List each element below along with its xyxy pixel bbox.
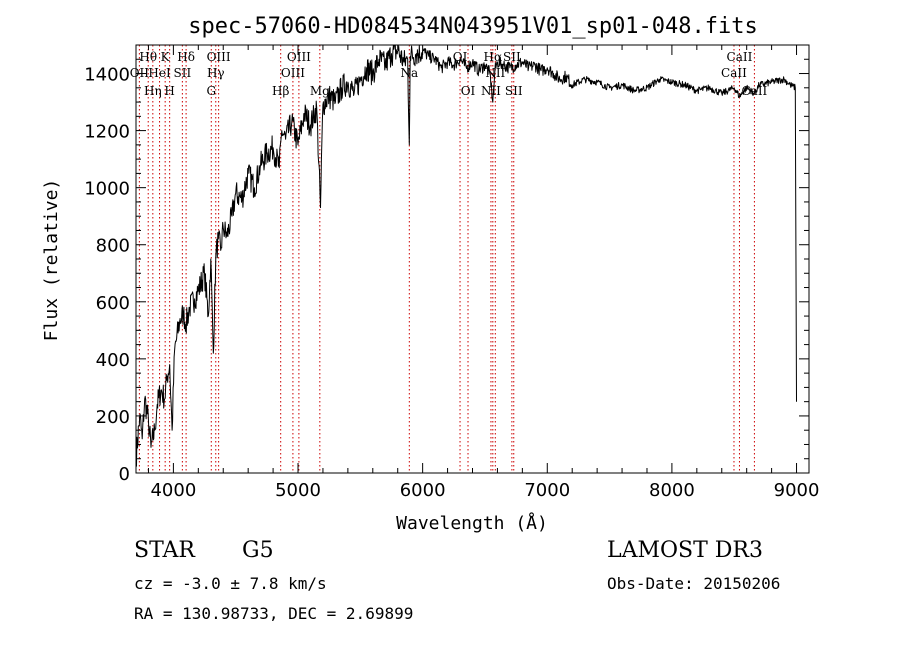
line-label-17: OI <box>461 84 476 98</box>
x-tick-label: 5000 <box>275 480 321 501</box>
x-tick-label: 4000 <box>150 480 196 501</box>
line-label-0: OII <box>130 66 150 80</box>
observation-date: Obs-Date: 20150206 <box>607 574 781 593</box>
line-label-14: Mg <box>310 84 330 98</box>
y-tick-label: 0 <box>119 464 130 485</box>
line-label-3: HeI <box>148 66 171 80</box>
line-label-23: CaII <box>721 66 747 80</box>
x-tick-label: 6000 <box>400 480 446 501</box>
object-class: STAR <box>134 538 195 563</box>
line-label-2: Hη <box>144 84 162 98</box>
spectral-line-markers <box>138 45 755 473</box>
line-label-11: Hβ <box>272 84 289 98</box>
line-label-7: Hδ <box>177 50 195 64</box>
line-label-21: SII <box>503 50 521 64</box>
y-tick-label: 400 <box>96 350 130 371</box>
line-label-19: Hα <box>484 50 503 64</box>
y-tick-label: 200 <box>96 407 130 428</box>
line-label-5: H <box>164 84 174 98</box>
line-label-6: SII <box>174 66 192 80</box>
y-axis-label: Flux (relative) <box>41 179 62 342</box>
line-label-10: OIII <box>207 50 231 64</box>
y-tick-label: 1200 <box>84 122 130 143</box>
x-tick-label: 8000 <box>649 480 695 501</box>
line-label-22: SII <box>505 84 523 98</box>
line-label-4: K <box>161 50 171 64</box>
x-tick-label: 9000 <box>774 480 820 501</box>
y-tick-label: 800 <box>96 236 130 257</box>
y-axis-ticks: 0 200 400 600 800 1000 1200 1400 <box>84 44 809 485</box>
line-label-1: Hθ <box>139 50 157 64</box>
plot-frame <box>135 44 810 474</box>
line-label-12: OIII <box>281 66 305 80</box>
spectral-subclass: G5 <box>242 538 274 563</box>
y-tick-label: 600 <box>96 293 130 314</box>
x-tick-label: 7000 <box>524 480 570 501</box>
x-axis-label: Wavelength (Å) <box>396 512 548 534</box>
coordinates: RA = 130.98733, DEC = 2.69899 <box>134 604 414 623</box>
x-axis-ticks: 4000 5000 6000 7000 8000 9000 <box>147 45 820 501</box>
survey-name: LAMOST DR3 <box>607 538 763 563</box>
y-tick-label: 1400 <box>84 65 130 86</box>
chart-title: spec-57060-HD084534N043951V01_sp01-048.f… <box>188 14 758 39</box>
spectral-line-labels: OIIHθHηHeIKHSIIHδGHγOIIIHβOIIIOIIIMgNaOI… <box>130 50 768 98</box>
line-label-15: Na <box>400 66 418 80</box>
redshift-value: cz = -3.0 ± 7.8 km/s <box>134 574 327 593</box>
line-label-18: NII <box>481 84 501 98</box>
spectrum-line <box>135 44 797 467</box>
line-label-9: Hγ <box>207 66 225 80</box>
y-tick-label: 1000 <box>84 179 130 200</box>
line-label-13: OIII <box>287 50 311 64</box>
line-label-24: CaII <box>727 50 753 64</box>
line-label-8: G <box>206 84 216 98</box>
